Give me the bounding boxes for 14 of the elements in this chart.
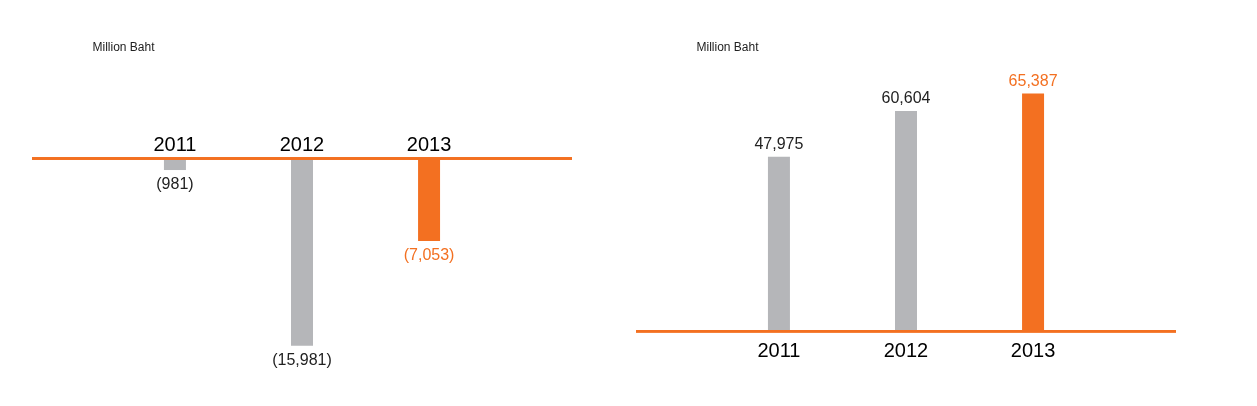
data-label: (981)	[156, 175, 194, 193]
x-tick-label: 2013	[406, 132, 452, 155]
y-axis-title: Million Baht	[696, 39, 760, 54]
x-tick-label: 2012	[883, 339, 929, 362]
x-tick-label: 2012	[279, 132, 325, 155]
x-tick-label: 2013	[1010, 339, 1056, 362]
data-label: 47,975	[754, 134, 804, 152]
x-tick-label: 2011	[757, 339, 801, 362]
data-label: (15,981)	[272, 350, 332, 368]
data-label: 60,604	[881, 88, 931, 106]
y-axis-title: Million Baht	[92, 39, 156, 54]
data-label: (7,053)	[403, 246, 455, 264]
x-tick-label: 2011	[153, 132, 197, 155]
data-label: 65,387	[1008, 71, 1058, 89]
